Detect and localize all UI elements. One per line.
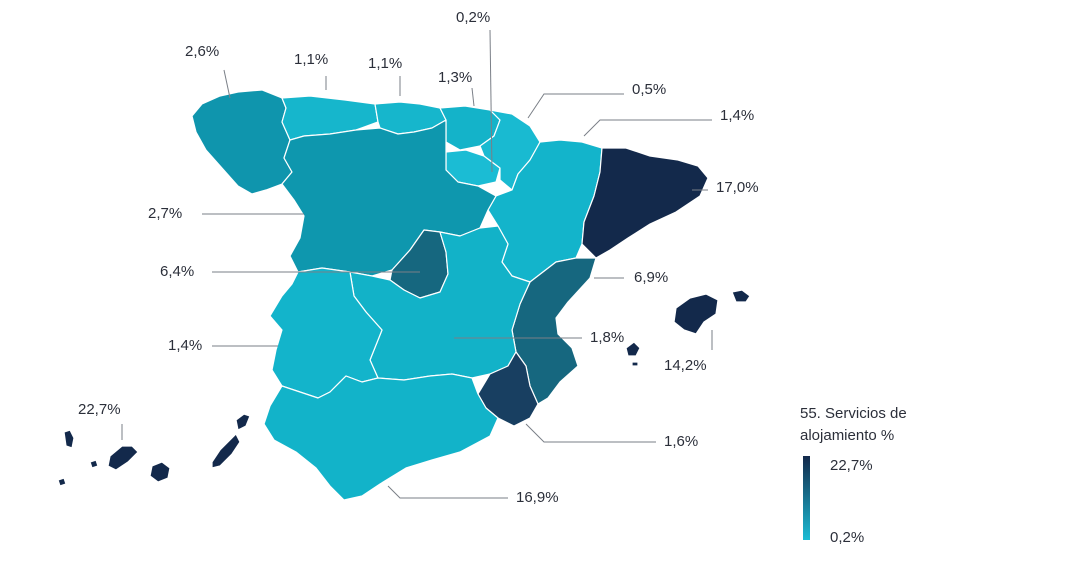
legend-max-label: 22,7% bbox=[830, 457, 873, 474]
legend: 55. Servicios de alojamiento % 22,7% 0,2… bbox=[800, 405, 907, 546]
label-navarra: 0,5% bbox=[632, 81, 666, 98]
region-cataluna bbox=[581, 147, 709, 259]
region-andalucia bbox=[263, 373, 499, 501]
legend-title-line1: 55. Servicios de bbox=[800, 405, 907, 422]
label-aragon: 1,4% bbox=[720, 107, 754, 124]
legend-color-bar bbox=[803, 456, 810, 540]
legend-min-label: 0,2% bbox=[830, 529, 864, 546]
region-galicia bbox=[191, 89, 293, 195]
label-galicia: 2,6% bbox=[185, 43, 219, 60]
label-pais-vasco: 1,3% bbox=[438, 69, 472, 86]
label-castilla-la-mancha: 1,8% bbox=[590, 329, 624, 346]
label-cantabria: 1,1% bbox=[368, 55, 402, 72]
label-extremadura: 1,4% bbox=[168, 337, 202, 354]
leader-lines bbox=[121, 29, 713, 499]
region-islas-baleares bbox=[625, 289, 751, 367]
region-murcia bbox=[477, 351, 539, 427]
label-canarias: 22,7% bbox=[78, 401, 121, 418]
label-andalucia: 16,9% bbox=[516, 489, 559, 506]
label-islas-baleares: 14,2% bbox=[664, 357, 707, 374]
label-madrid: 6,4% bbox=[160, 263, 194, 280]
value-labels: 2,6% 1,1% 1,1% 1,3% 0,2% 0,5% 1,4% 17,0%… bbox=[78, 9, 759, 506]
label-la-rioja: 0,2% bbox=[456, 9, 490, 26]
legend-title-line2: alojamiento % bbox=[800, 427, 894, 444]
label-cataluna: 17,0% bbox=[716, 179, 759, 196]
region-canarias bbox=[57, 413, 251, 487]
label-comunidad-valenciana: 6,9% bbox=[634, 269, 668, 286]
label-murcia: 1,6% bbox=[664, 433, 698, 450]
label-asturias: 1,1% bbox=[294, 51, 328, 68]
label-castilla-y-leon: 2,7% bbox=[148, 205, 182, 222]
